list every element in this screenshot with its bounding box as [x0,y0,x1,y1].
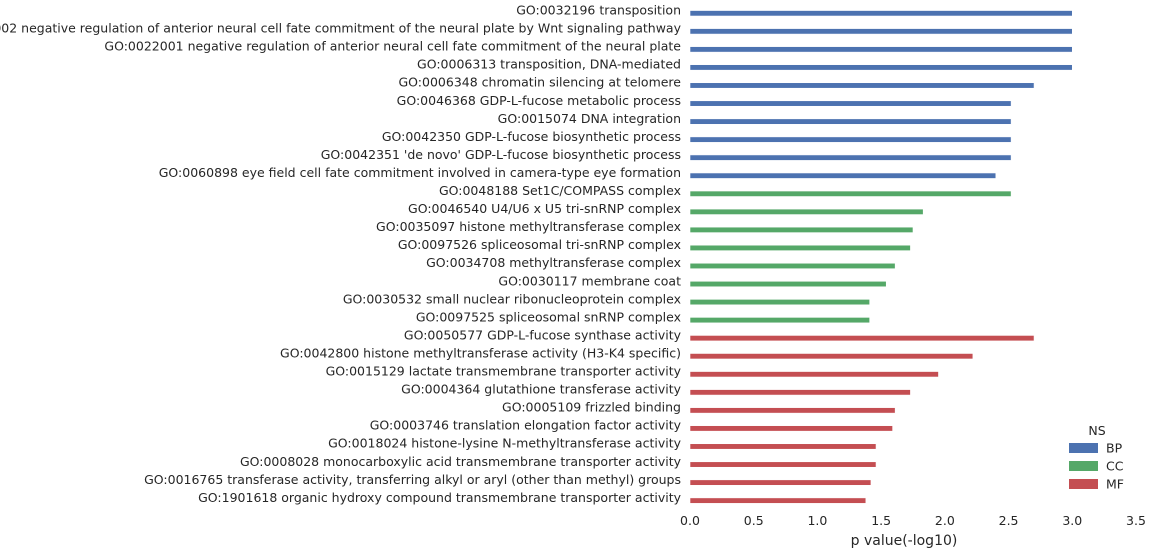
bar-cc [689,317,870,324]
bar-bp [689,172,997,179]
x-axis-title: p value(-log10) [851,533,958,549]
bar-mf [689,335,1035,342]
category-label: GO:0097526 spliceosomal tri-snRNP comple… [398,237,681,252]
category-label: GO:0006313 transposition, DNA-mediated [417,57,681,72]
x-tick-label: 2.0 [935,513,955,528]
category-label: GO:0006348 chromatin silencing at telome… [399,75,682,90]
bar-mf [689,461,877,468]
category-label: GO:0060898 eye field cell fate commitmen… [159,165,681,180]
legend-label-bp: BP [1106,441,1123,456]
category-label: GO:0097525 spliceosomal snRNP complex [416,309,681,324]
category-label: GO:0015074 DNA integration [498,111,681,126]
legend-title: NS [1088,423,1105,438]
bar-bp [689,10,1073,17]
category-labels: GO:0032196 transposition GO:0022002 negat… [0,3,682,505]
legend-swatch-bp [1069,443,1098,453]
category-label: GO:0034708 methyltransferase complex [426,255,681,270]
legend-swatch-cc [1069,461,1098,471]
category-label: GO:0042800 histone methyltransferase act… [280,345,681,360]
bar-cc [689,262,896,270]
bar-mf [689,479,872,486]
category-label: GO:0022002 negative regulation of anteri… [0,21,682,36]
bar-cc [689,299,870,306]
bar-bp [689,154,1012,161]
x-tick-label: 2.5 [999,513,1019,528]
x-tick-label: 1.5 [871,513,891,528]
bar-bp [689,28,1073,35]
category-label: GO:0048188 Set1C/COMPASS complex [439,183,681,198]
legend-label-mf: MF [1106,477,1124,492]
bar-mf [689,371,939,378]
bars-layer [689,10,1073,504]
x-axis-ticks: 0.0 0.5 1.0 1.5 2.0 2.5 3.0 3.5 [680,513,1146,528]
bar-mf [689,389,911,396]
bar-mf [689,497,867,504]
category-label: GO:1901618 organic hydroxy compound tran… [198,490,681,505]
x-tick-label: 3.0 [1062,513,1082,528]
bar-cc [689,190,1012,197]
category-label: GO:0004364 glutathione transferase activ… [401,382,681,397]
category-label: GO:0035097 histone methyltransferase com… [376,219,681,234]
legend-label-cc: CC [1106,459,1124,474]
category-label: GO:0042350 GDP-L-fucose biosynthetic pro… [382,129,681,144]
category-label: GO:0046368 GDP-L-fucose metabolic proces… [397,93,681,108]
bar-cc [689,244,911,251]
category-label: GO:0018024 histone-lysine N-methyltransf… [328,436,681,451]
x-tick-label: 1.0 [807,513,827,528]
category-label: GO:0015129 lactate transmembrane transpo… [326,364,682,379]
category-label: GO:0046540 U4/U6 x U5 tri-snRNP complex [408,201,681,216]
bar-cc [689,208,924,215]
category-label: GO:0032196 transposition [516,3,681,18]
bar-bp [689,46,1073,53]
x-tick-label: 0.5 [744,513,764,528]
bar-mf [689,443,877,450]
bar-bp [689,100,1012,107]
category-label: GO:0042351 'de novo' GDP-L-fucose biosyn… [321,147,681,162]
category-label: GO:0005109 frizzled binding [502,400,681,415]
category-label: GO:0003746 translation elongation factor… [370,418,682,433]
category-label: GO:0050577 GDP-L-fucose synthase activit… [404,327,682,342]
bar-bp [689,64,1073,71]
bar-bp [689,118,1012,125]
category-label: GO:0030532 small nuclear ribonucleoprote… [343,291,681,306]
x-tick-label: 0.0 [680,513,700,528]
bar-mf [689,407,896,414]
category-label: GO:0016765 transferase activity, transfe… [144,472,681,487]
bar-cc [689,226,914,233]
bar-cc [689,280,887,288]
category-label: GO:0030117 membrane coat [498,273,681,288]
bar-bp [689,82,1035,89]
bar-mf [689,425,893,432]
legend-swatch-mf [1069,479,1098,489]
bar-mf [689,353,974,360]
category-label: GO:0022001 negative regulation of anteri… [104,39,681,54]
category-label: GO:0008028 monocarboxylic acid transmemb… [240,454,682,469]
bar-bp [689,136,1012,143]
x-tick-label: 3.5 [1126,513,1146,528]
